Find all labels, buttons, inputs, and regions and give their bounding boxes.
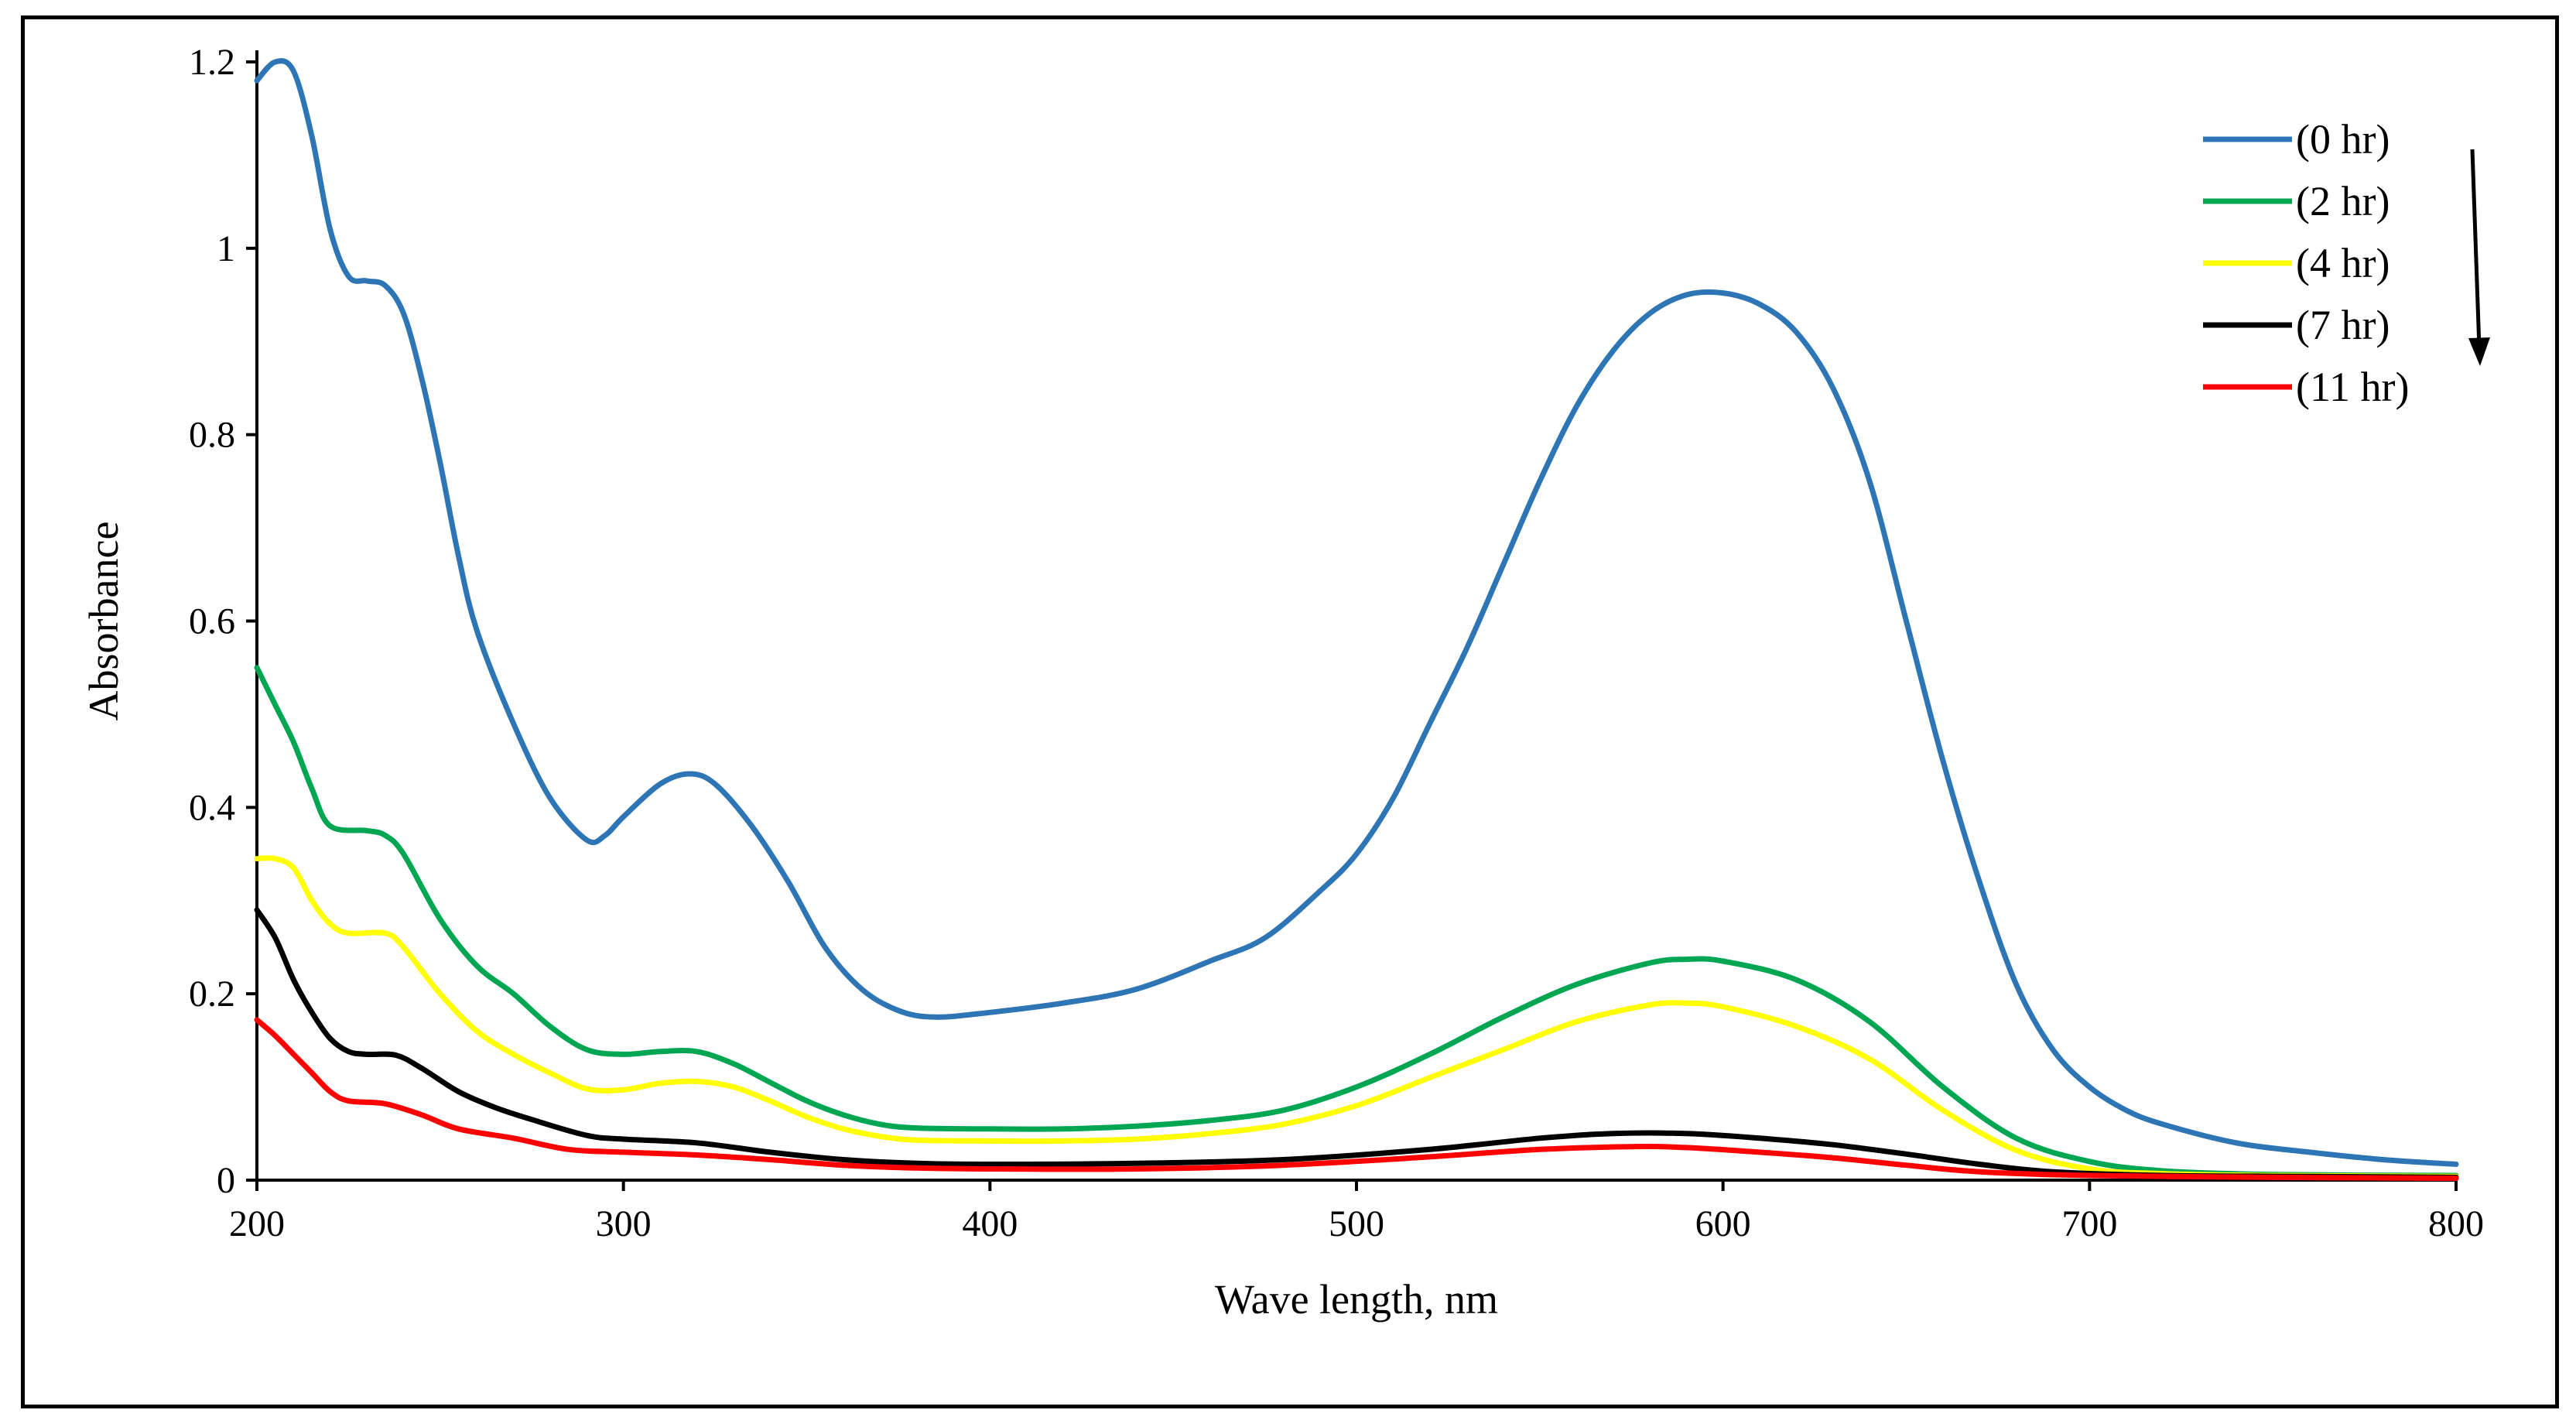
y-axis-title: Absorbance — [80, 522, 127, 721]
legend-arrow-head — [2468, 337, 2490, 366]
legend-arrow-shaft — [2470, 149, 2482, 349]
legend: (0 hr) (2 hr) (4 hr) (7 hr) (11 hr) — [2203, 116, 2490, 410]
x-tick-label: 800 — [2428, 1203, 2484, 1244]
y-tick-label: 0.2 — [189, 974, 235, 1015]
x-tick-label: 500 — [1329, 1203, 1384, 1244]
y-tick-label: 0 — [217, 1160, 235, 1201]
series-line-11-hr — [254, 1017, 2459, 1182]
y-tick-label: 1.2 — [189, 42, 235, 83]
absorbance-chart: 200 300 400 500 600 700 800 0 0.2 0.4 0.6 0.8 1 1.2 (… — [80, 42, 2490, 1323]
x-tick-label: 200 — [229, 1203, 285, 1244]
legend-label-0-hr: (0 hr) — [2296, 116, 2390, 163]
y-tick-label: 0.6 — [189, 601, 235, 642]
x-tick-label: 700 — [2061, 1203, 2117, 1244]
series-line-2-hr — [254, 665, 2459, 1179]
series-line-4-hr — [254, 855, 2459, 1179]
axes: 200 300 400 500 600 700 800 0 0.2 0.4 0.6 0.8 1 1.2 — [189, 42, 2484, 1244]
y-tick-label: 0.4 — [189, 787, 235, 828]
x-tick-label: 400 — [962, 1203, 1018, 1244]
y-tick-label: 0.8 — [189, 415, 235, 456]
legend-label-11-hr: (11 hr) — [2296, 364, 2409, 410]
x-axis-title: Wave length, nm — [1215, 1276, 1498, 1323]
chart-frame: 200 300 400 500 600 700 800 0 0.2 0.4 0.6 0.8 1 1.2 (… — [21, 15, 2559, 1408]
series-line-7-hr — [254, 907, 2459, 1180]
x-tick-label: 300 — [596, 1203, 652, 1244]
legend-label-4-hr: (4 hr) — [2296, 240, 2390, 286]
legend-label-2-hr: (2 hr) — [2296, 178, 2390, 224]
x-tick-label: 600 — [1695, 1203, 1751, 1244]
series-line-0-hr — [254, 58, 2459, 1167]
y-tick-label: 1 — [217, 228, 235, 269]
series-group — [254, 58, 2459, 1182]
legend-label-7-hr: (7 hr) — [2296, 302, 2390, 348]
